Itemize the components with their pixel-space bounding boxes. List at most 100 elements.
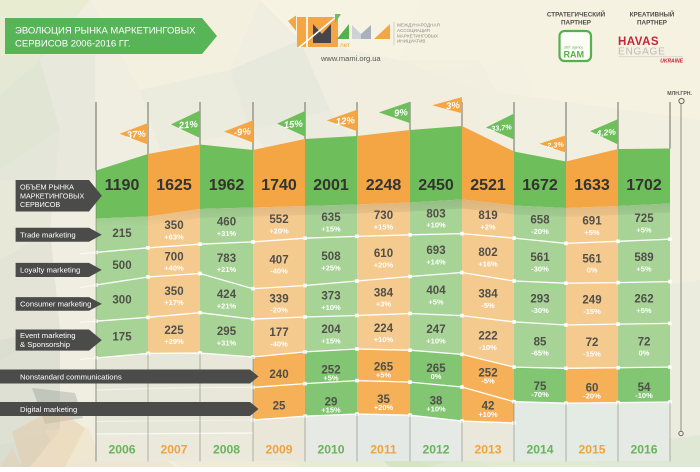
svg-text:72: 72	[638, 336, 651, 348]
svg-text:-15%: -15%	[583, 307, 601, 316]
svg-text:+16%: +16%	[478, 259, 498, 268]
svg-text:85: 85	[534, 336, 547, 348]
svg-text:561: 561	[582, 253, 602, 265]
svg-text:54: 54	[638, 382, 651, 394]
svg-text:+10%: +10%	[426, 337, 446, 346]
svg-text:+5%: +5%	[636, 306, 652, 315]
svg-text:-20%: -20%	[270, 306, 288, 315]
svg-text:635: 635	[321, 212, 341, 224]
svg-text:-5%: -5%	[481, 301, 495, 310]
svg-text:+10%: +10%	[426, 221, 446, 230]
svg-text:225: 225	[164, 325, 184, 337]
svg-text:1633: 1633	[574, 177, 610, 194]
svg-text:+20%: +20%	[374, 260, 394, 269]
svg-text:215: 215	[112, 228, 132, 240]
svg-text:Digital marketing: Digital marketing	[20, 405, 77, 414]
svg-text:700: 700	[164, 251, 183, 263]
svg-text:-20%: -20%	[583, 392, 601, 401]
svg-text:АССОЦИАЦИЯ: АССОЦИАЦИЯ	[397, 28, 430, 33]
svg-text:-5%: -5%	[481, 377, 495, 386]
svg-text:29: 29	[325, 397, 338, 409]
svg-text:КРЕАТИВНЫЙ: КРЕАТИВНЫЙ	[630, 10, 675, 19]
svg-text:2521: 2521	[470, 177, 506, 194]
svg-text:+10%: +10%	[374, 335, 394, 344]
svg-text:691: 691	[582, 215, 602, 227]
svg-text:803: 803	[426, 208, 445, 220]
svg-text:Consumer marketing: Consumer marketing	[20, 300, 91, 309]
svg-text:ИНИЦИАТИВ: ИНИЦИАТИВ	[397, 39, 426, 44]
svg-text:www.mami.org.ua: www.mami.org.ua	[320, 54, 381, 63]
svg-text:+3%: +3%	[376, 300, 392, 309]
svg-text:+29%: +29%	[164, 337, 184, 346]
svg-text:350: 350	[164, 286, 183, 298]
svg-text:+10%: +10%	[478, 410, 498, 419]
svg-text:293: 293	[530, 294, 549, 306]
svg-text:UKRAINE: UKRAINE	[660, 59, 683, 65]
svg-text:265: 265	[374, 362, 394, 374]
svg-text:RAM: RAM	[564, 50, 585, 60]
svg-text:247: 247	[426, 324, 445, 336]
svg-text:224: 224	[374, 323, 394, 335]
svg-text:2001: 2001	[313, 177, 349, 194]
svg-text:МАРКЕТИНГОВЫХ: МАРКЕТИНГОВЫХ	[397, 33, 438, 38]
svg-text:404: 404	[426, 285, 446, 297]
svg-text:21%: 21%	[177, 119, 198, 132]
svg-text:42: 42	[482, 401, 495, 413]
svg-text:72: 72	[586, 337, 599, 349]
svg-text:373: 373	[321, 290, 340, 302]
svg-text:+5%: +5%	[428, 298, 444, 307]
svg-text:ENGAGE: ENGAGE	[618, 47, 666, 58]
svg-text:2011: 2011	[370, 443, 397, 457]
svg-text:610: 610	[374, 248, 393, 260]
svg-text:СЕРВИСОВ: СЕРВИСОВ	[20, 200, 60, 209]
svg-text:Trade marketing: Trade marketing	[20, 230, 76, 239]
svg-text:262: 262	[634, 294, 653, 306]
svg-text:-9%: -9%	[233, 126, 251, 138]
svg-text:+25%: +25%	[321, 263, 341, 272]
svg-text:9%: 9%	[394, 107, 409, 119]
svg-text:+10%: +10%	[426, 404, 446, 413]
svg-text:ОБЪЕМ РЫНКА: ОБЪЕМ РЫНКА	[20, 183, 74, 192]
svg-text:+10%: +10%	[321, 303, 341, 312]
svg-text:Loyalty marketing: Loyalty marketing	[20, 266, 80, 275]
svg-text:339: 339	[269, 293, 288, 305]
svg-text:HAVAS: HAVAS	[618, 36, 659, 48]
svg-text:2009: 2009	[265, 443, 292, 457]
svg-text:СЕРВИСОВ 2006-2016 ГГ.: СЕРВИСОВ 2006-2016 ГГ.	[15, 39, 131, 50]
svg-text:508: 508	[321, 251, 341, 263]
svg-text:+21%: +21%	[217, 302, 237, 311]
svg-text:252: 252	[478, 367, 497, 379]
svg-text:177: 177	[269, 327, 288, 339]
svg-text:38: 38	[430, 395, 443, 407]
svg-text:658: 658	[530, 214, 550, 226]
svg-text:+21%: +21%	[217, 265, 237, 274]
svg-text:2012: 2012	[422, 443, 449, 457]
svg-text:300: 300	[112, 294, 131, 306]
svg-text:1672: 1672	[522, 177, 558, 194]
svg-text:+15%: +15%	[321, 224, 341, 233]
svg-text:384: 384	[478, 288, 498, 300]
svg-text:2008: 2008	[213, 443, 240, 457]
svg-text:204: 204	[321, 324, 341, 336]
svg-text:265: 265	[426, 363, 446, 375]
svg-text:лет: лет	[340, 42, 350, 49]
svg-text:+5%: +5%	[636, 264, 652, 273]
svg-text:424: 424	[217, 289, 237, 301]
svg-text:+40%: +40%	[164, 264, 184, 273]
svg-text:12%: 12%	[335, 115, 355, 128]
svg-text:1962: 1962	[209, 177, 245, 194]
svg-text:2006: 2006	[108, 443, 135, 457]
svg-text:Event marketing: Event marketing	[20, 331, 76, 340]
svg-text:+17%: +17%	[164, 298, 184, 307]
svg-text:-65%: -65%	[531, 349, 549, 358]
svg-text:+20%: +20%	[374, 403, 394, 412]
svg-text:+5%: +5%	[323, 374, 339, 383]
svg-text:222: 222	[478, 330, 497, 342]
svg-text:-33,7%: -33,7%	[488, 122, 512, 133]
svg-text:-70%: -70%	[531, 390, 549, 399]
svg-text:1625: 1625	[156, 177, 192, 194]
svg-text:& Sponsorship: & Sponsorship	[20, 340, 70, 349]
svg-text:75: 75	[534, 381, 547, 393]
svg-text:+31%: +31%	[217, 229, 237, 238]
svg-text:15%: 15%	[283, 118, 303, 131]
